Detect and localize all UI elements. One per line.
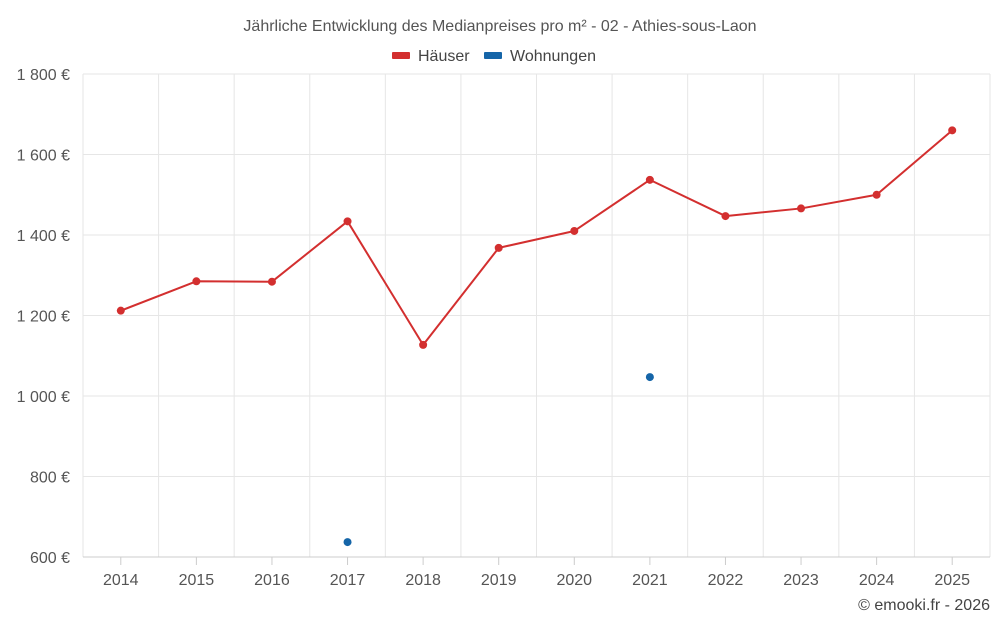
data-point-h-user xyxy=(494,243,503,252)
data-point-h-user xyxy=(872,190,881,199)
legend: Häuser Wohnungen xyxy=(392,48,596,65)
y-tick-label: 1 000 € xyxy=(17,389,70,406)
data-point-wohnungen xyxy=(645,373,654,382)
x-tick-label: 2021 xyxy=(632,572,668,589)
y-tick-label: 1 800 € xyxy=(17,67,70,84)
axes: 600 € 800 € 1 000 € 1 200 € 1 400 € 1 600 € 1 … xyxy=(17,67,990,589)
x-tick-label: 2019 xyxy=(481,572,517,589)
x-tick-label: 2020 xyxy=(556,572,592,589)
data-point-h-user xyxy=(797,204,806,213)
x-tick-label: 2023 xyxy=(783,572,819,589)
y-tick-label: 1 200 € xyxy=(17,309,70,326)
x-tick-label: 2018 xyxy=(405,572,441,589)
y-tick-label: 600 € xyxy=(30,550,70,567)
x-tick-label: 2017 xyxy=(330,572,366,589)
data-point-h-user xyxy=(343,217,352,226)
data-point-h-user xyxy=(948,126,957,135)
legend-label-h-user: Häuser xyxy=(418,48,470,65)
legend-swatch-h-user xyxy=(392,52,410,59)
data-point-h-user xyxy=(721,212,730,221)
data-point-h-user xyxy=(419,340,428,349)
y-tick-label: 1 400 € xyxy=(17,228,70,245)
chart-title: Jährliche Entwicklung des Medianpreises … xyxy=(243,18,756,35)
data-point-h-user xyxy=(116,306,125,315)
x-tick-label: 2014 xyxy=(103,572,139,589)
x-tick-label: 2022 xyxy=(708,572,744,589)
copyright-text: © emooki.fr - 2026 xyxy=(858,597,990,614)
data-point-h-user xyxy=(570,226,579,235)
x-tick-label: 2015 xyxy=(179,572,215,589)
data-point-h-user xyxy=(192,277,201,286)
x-tick-label: 2025 xyxy=(934,572,970,589)
legend-swatch-wohnungen xyxy=(484,52,502,59)
series-line-h-user xyxy=(120,129,953,346)
grid xyxy=(82,73,991,557)
x-tick-label: 2024 xyxy=(859,572,895,589)
x-tick-label: 2016 xyxy=(254,572,290,589)
series-layer xyxy=(116,126,957,547)
y-tick-label: 800 € xyxy=(30,470,70,487)
data-point-h-user xyxy=(645,175,654,184)
legend-label-wohnungen: Wohnungen xyxy=(510,48,596,65)
data-point-wohnungen xyxy=(343,538,352,547)
data-point-h-user xyxy=(267,277,276,286)
y-tick-label: 1 600 € xyxy=(17,148,70,165)
